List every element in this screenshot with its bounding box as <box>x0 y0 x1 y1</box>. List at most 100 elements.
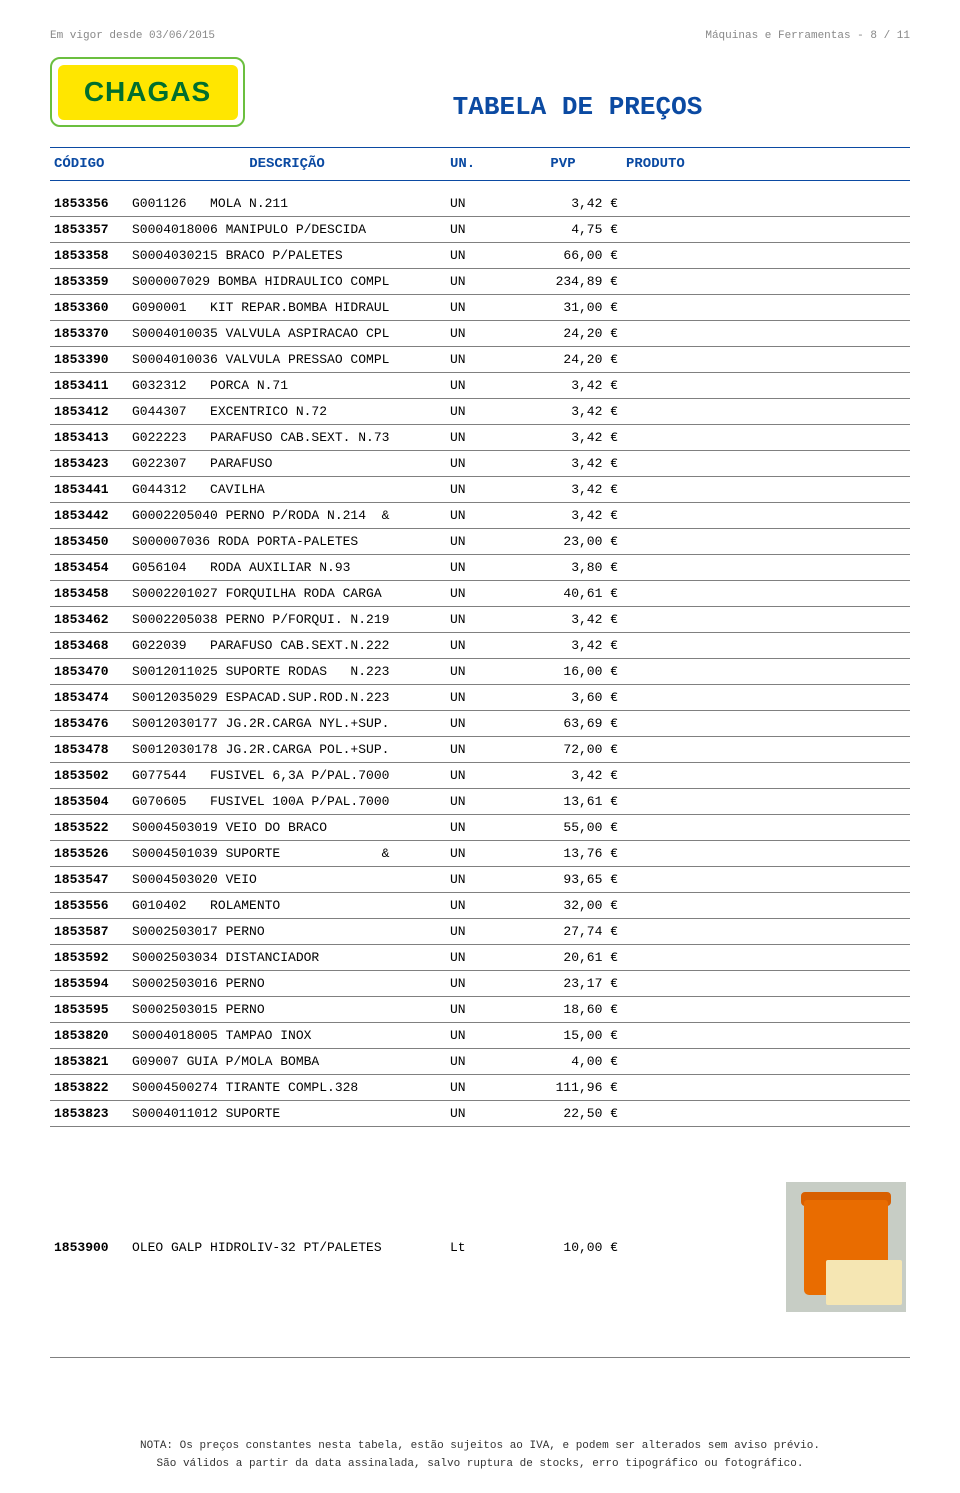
cell-pvp: 63,69 € <box>504 711 622 737</box>
cell-desc: S0012011025 SUPORTE RODAS N.223 <box>128 659 446 685</box>
table-header: CÓDIGO DESCRIÇÃO UN. PVP PRODUTO <box>50 147 910 181</box>
cell-pvp: 55,00 € <box>504 815 622 841</box>
cell-produto <box>622 217 910 243</box>
cell-produto <box>622 477 910 503</box>
table-row: 1853822S0004500274 TIRANTE COMPL.328UN11… <box>50 1075 910 1101</box>
table-row: 1853587S0002503017 PERNOUN27,74 € <box>50 919 910 945</box>
col-pvp: PVP <box>504 154 622 174</box>
cell-un: UN <box>446 269 504 295</box>
cell-desc: S0004010036 VALVULA PRESSAO COMPL <box>128 347 446 373</box>
col-codigo: CÓDIGO <box>50 154 128 174</box>
cell-pvp: 3,42 € <box>504 503 622 529</box>
cell-un: UN <box>446 659 504 685</box>
cell-produto <box>622 997 910 1023</box>
cell-desc: S0004501039 SUPORTE & <box>128 841 446 867</box>
cell-produto <box>622 399 910 425</box>
cell-desc: G056104 RODA AUXILIAR N.93 <box>128 555 446 581</box>
cell-codigo: 1853556 <box>50 893 128 919</box>
cell-desc: S0012030178 JG.2R.CARGA POL.+SUP. <box>128 737 446 763</box>
cell-pvp: 3,42 € <box>504 373 622 399</box>
cell-pvp: 3,80 € <box>504 555 622 581</box>
cell-codigo: 1853502 <box>50 763 128 789</box>
table-row: 1853594S0002503016 PERNOUN23,17 € <box>50 971 910 997</box>
col-produto: PRODUTO <box>622 154 910 174</box>
cell-codigo: 1853412 <box>50 399 128 425</box>
cell-codigo: 1853820 <box>50 1023 128 1049</box>
cell-un: UN <box>446 945 504 971</box>
cell-un: UN <box>446 841 504 867</box>
cell-produto <box>622 1075 910 1101</box>
cell-codigo: 1853476 <box>50 711 128 737</box>
cell-codigo: 1853390 <box>50 347 128 373</box>
cell-pvp: 3,42 € <box>504 451 622 477</box>
cell-desc: G022307 PARAFUSO <box>128 451 446 477</box>
table-row: 1853423G022307 PARAFUSOUN3,42 € <box>50 451 910 477</box>
cell-produto <box>622 815 910 841</box>
cell-codigo: 1853474 <box>50 685 128 711</box>
cell-codigo: 1853442 <box>50 503 128 529</box>
table-row: 1853522S0004503019 VEIO DO BRACOUN55,00 … <box>50 815 910 841</box>
cell-codigo: 1853592 <box>50 945 128 971</box>
cell-pvp: 22,50 € <box>504 1101 622 1127</box>
cell-pvp: 72,00 € <box>504 737 622 763</box>
logo: CHAGAS <box>50 57 245 127</box>
cell-produto <box>622 425 910 451</box>
cell-desc: S0002205038 PERNO P/FORQUI. N.219 <box>128 607 446 633</box>
cell-produto <box>622 867 910 893</box>
logo-text: CHAGAS <box>58 65 238 120</box>
cell-desc: G010402 ROLAMENTO <box>128 893 446 919</box>
cell-desc: S0012035029 ESPACAD.SUP.ROD.N.223 <box>128 685 446 711</box>
col-descricao: DESCRIÇÃO <box>128 154 446 174</box>
table-row: 1853357S0004018006 MANIPULO P/DESCIDAUN4… <box>50 217 910 243</box>
cell-un: UN <box>446 971 504 997</box>
table-row: 1853821G09007 GUIA P/MOLA BOMBAUN4,00 € <box>50 1049 910 1075</box>
cell-pvp: 93,65 € <box>504 867 622 893</box>
table-row: 1853413G022223 PARAFUSO CAB.SEXT. N.73UN… <box>50 425 910 451</box>
cell-codigo: 1853423 <box>50 451 128 477</box>
cell-desc: S0004503020 VEIO <box>128 867 446 893</box>
cell-un: UN <box>446 503 504 529</box>
cell-produto <box>622 841 910 867</box>
cell-pvp: 3,42 € <box>504 191 622 217</box>
table-row: 1853504G070605 FUSIVEL 100A P/PAL.7000UN… <box>50 789 910 815</box>
table-row: 1853502G077544 FUSIVEL 6,3A P/PAL.7000UN… <box>50 763 910 789</box>
cell-produto <box>622 789 910 815</box>
cell-desc: S0004010035 VALVULA ASPIRACAO CPL <box>128 321 446 347</box>
cell-desc: G090001 KIT REPAR.BOMBA HIDRAUL <box>128 295 446 321</box>
cell-codigo: 1853441 <box>50 477 128 503</box>
cell-pvp: 3,42 € <box>504 399 622 425</box>
cell-un: UN <box>446 243 504 269</box>
table-row: 1853468G022039 PARAFUSO CAB.SEXT.N.222UN… <box>50 633 910 659</box>
cell-desc: S0004018005 TAMPAO INOX <box>128 1023 446 1049</box>
cell-produto <box>622 529 910 555</box>
cell-desc: OLEO GALP HIDROLIV-32 PT/PALETES <box>128 1137 446 1358</box>
table-row: 1853411G032312 PORCA N.71UN3,42 € <box>50 373 910 399</box>
cell-pvp: 31,00 € <box>504 295 622 321</box>
cell-produto <box>622 1049 910 1075</box>
cell-un: UN <box>446 425 504 451</box>
cell-codigo: 1853370 <box>50 321 128 347</box>
cell-desc: G022039 PARAFUSO CAB.SEXT.N.222 <box>128 633 446 659</box>
bucket-icon <box>804 1200 888 1295</box>
table-row: 1853441G044312 CAVILHAUN3,42 € <box>50 477 910 503</box>
cell-produto <box>622 1137 910 1358</box>
cell-pvp: 234,89 € <box>504 269 622 295</box>
cell-desc: S0002503016 PERNO <box>128 971 446 997</box>
cell-desc: S0002503015 PERNO <box>128 997 446 1023</box>
cell-pvp: 20,61 € <box>504 945 622 971</box>
effective-date: Em vigor desde 03/06/2015 <box>50 30 215 42</box>
cell-pvp: 13,76 € <box>504 841 622 867</box>
cell-pvp: 15,00 € <box>504 1023 622 1049</box>
cell-produto <box>622 503 910 529</box>
cell-un: UN <box>446 607 504 633</box>
table-row: 1853547S0004503020 VEIOUN93,65 € <box>50 867 910 893</box>
cell-produto <box>622 243 910 269</box>
cell-pvp: 3,42 € <box>504 633 622 659</box>
cell-desc: S0004503019 VEIO DO BRACO <box>128 815 446 841</box>
cell-pvp: 16,00 € <box>504 659 622 685</box>
cell-produto <box>622 893 910 919</box>
footer-line1: NOTA: Os preços constantes nesta tabela,… <box>50 1438 910 1456</box>
cell-un: UN <box>446 919 504 945</box>
cell-codigo: 1853411 <box>50 373 128 399</box>
cell-pvp: 4,00 € <box>504 1049 622 1075</box>
